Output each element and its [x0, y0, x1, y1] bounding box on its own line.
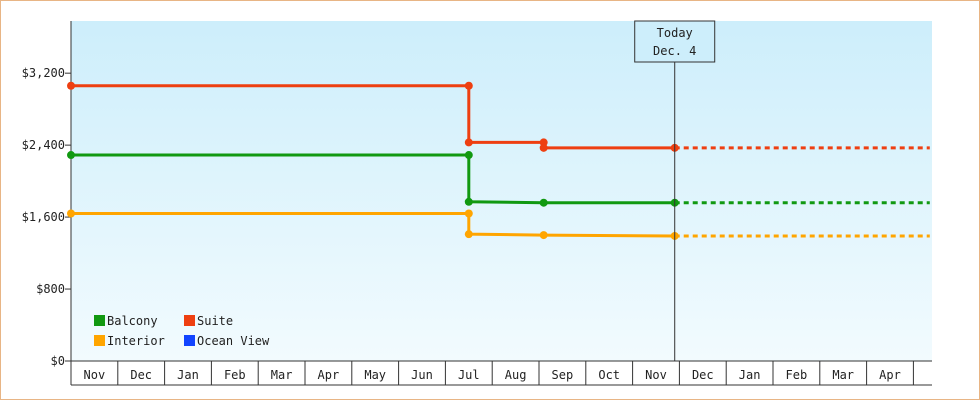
month-label: Apr [318, 368, 340, 382]
month-label: Oct [598, 368, 620, 382]
month-label: May [364, 368, 386, 382]
month-label: Jan [177, 368, 199, 382]
balcony-point [464, 197, 473, 206]
month-label: Feb [224, 368, 246, 382]
month-label: Nov [645, 368, 667, 382]
month-label: Jan [739, 368, 761, 382]
month-label: Feb [786, 368, 808, 382]
y-tick-label: $0 [51, 354, 65, 368]
month-label: Mar [832, 368, 854, 382]
y-tick-label: $2,400 [22, 138, 65, 152]
ocean-view-legend-swatch [184, 335, 195, 346]
today-date: Dec. 4 [653, 44, 696, 58]
month-label: Aug [505, 368, 527, 382]
series-layer [67, 81, 930, 240]
month-label: Dec [692, 368, 714, 382]
interior-point [464, 209, 473, 218]
suite-point [539, 143, 548, 152]
y-tick-label: $3,200 [22, 66, 65, 80]
balcony-point [539, 198, 548, 207]
suite-point [464, 81, 473, 90]
y-tick-label: $1,600 [22, 210, 65, 224]
legend: Balcony Suite Interior Ocean View [94, 314, 270, 348]
month-label: Apr [879, 368, 901, 382]
month-label: Nov [84, 368, 106, 382]
interior-legend-label: Interior [107, 334, 165, 348]
month-label: Dec [130, 368, 152, 382]
month-label: Sep [552, 368, 574, 382]
today-label: Today [657, 26, 693, 40]
interior-point [539, 231, 548, 240]
y-axis: $0 $800 $1,600 $2,400 $3,200 [22, 21, 72, 368]
x-axis: Nov Dec Jan Feb Mar Apr May Jun Jul Aug Sep Oct Nov D… [70, 360, 932, 386]
month-label: Jun [411, 368, 433, 382]
ocean-view-legend-label: Ocean View [197, 334, 270, 348]
suite-point [464, 138, 473, 147]
balcony-legend-label: Balcony [107, 314, 158, 328]
balcony-point [464, 151, 473, 160]
suite-legend-swatch [184, 315, 195, 326]
today-marker: Today Dec. 4 [634, 20, 716, 361]
balcony-legend-swatch [94, 315, 105, 326]
y-tick-label: $800 [36, 282, 65, 296]
month-label: Jul [458, 368, 480, 382]
balcony-point [67, 151, 75, 160]
interior-legend-swatch [94, 335, 105, 346]
today-box [634, 20, 716, 63]
interior-point [464, 230, 473, 239]
plot-background [71, 21, 932, 361]
interior-point [67, 209, 75, 218]
suite-point [67, 81, 75, 90]
suite-series-line [71, 84, 675, 150]
suite-legend-label: Suite [197, 314, 233, 328]
month-label: Mar [271, 368, 293, 382]
